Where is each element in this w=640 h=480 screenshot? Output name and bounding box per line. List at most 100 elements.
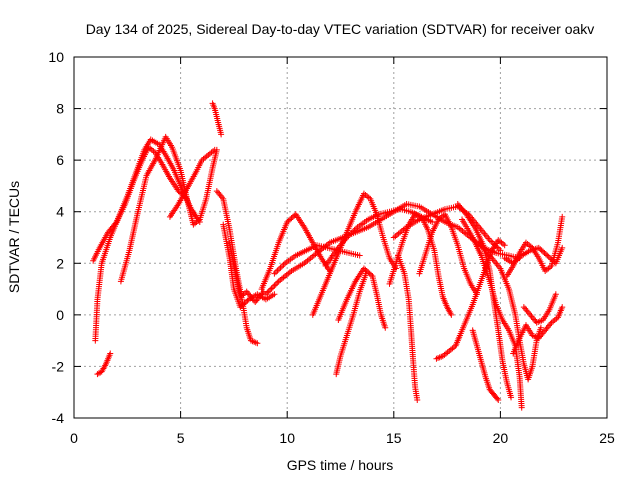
data-point [545,253,552,260]
data-point [542,251,549,258]
data-point [271,270,278,277]
data-point [559,213,566,220]
series-arc-9-12 [258,211,333,293]
data-point [497,247,504,254]
y-tick-label: -4 [52,410,65,426]
data-point [280,261,287,268]
data-point [288,215,295,222]
data-point [501,242,508,249]
series-early-arc-c [94,350,114,378]
data-point [541,249,548,256]
data-point [535,244,542,251]
ticks: 0 5 10 15 20 25 -4 -2 0 2 4 6 8 10 [48,49,615,446]
data-point [508,394,515,401]
x-tick-label: 10 [279,430,295,446]
y-tick-label: -2 [52,358,65,374]
x-axis-label: GPS time / hours [287,457,394,473]
data-point [510,260,517,267]
data-point [368,271,375,278]
data-point [287,216,294,223]
y-tick-label: 0 [56,307,64,323]
series-arc-21-22 [503,213,566,280]
data-point [538,247,545,254]
series-mid-drop-c [226,239,267,305]
y-tick-label: 8 [56,101,64,117]
data-point [285,217,292,224]
data-point [244,297,251,304]
data-point [549,257,556,264]
y-tick-label: 10 [48,49,64,65]
y-axis-label: SDTVAR / TECUs [6,181,22,293]
series-early-arc-d [117,133,220,285]
series-arc-13-14 [333,270,370,378]
data-point [414,396,421,403]
data-point [265,288,272,295]
plot-frame [73,56,608,419]
data-point [279,263,286,270]
data-point [513,257,520,264]
data-point [107,350,114,357]
y-tick-label: 6 [56,152,64,168]
data-point [559,244,566,251]
series-arc-15-dip [395,252,421,403]
data-point [544,252,551,259]
series-early-arc-b [92,136,203,344]
y-tick-label: 2 [56,255,64,271]
x-tick-label: 0 [70,430,78,446]
data-point [269,284,276,291]
series-arc-21-23b [501,244,566,267]
data-point [494,395,501,402]
data-point [272,269,279,276]
data-point [237,304,244,311]
data-point [514,256,521,263]
data-point [262,291,269,298]
series-spike-6h [209,100,225,138]
x-tick-label: 15 [386,430,402,446]
data-point [176,189,183,196]
series-arc-15-17 [386,211,455,318]
markers [90,100,566,411]
data-point [275,266,282,273]
data-point [382,324,389,331]
data-point [536,318,543,325]
data-point [517,253,524,260]
data-point [271,291,278,298]
data-point [274,267,281,274]
x-tick-label: 20 [493,430,509,446]
data-point [363,268,370,275]
data-point [240,301,247,308]
data-point [362,266,369,273]
data-point [254,340,261,347]
data-point [515,255,522,262]
data-point [272,281,279,288]
series-arc-9-12b [271,242,363,277]
data-point [268,285,275,292]
data-point [518,404,525,411]
data-point [448,311,455,318]
data-point [264,289,271,296]
data-point [547,255,554,262]
data-point [211,146,218,153]
data-point [356,252,363,259]
series-early-arc-e [166,146,218,220]
data-point [284,219,291,226]
data-point [242,298,249,305]
data-point [495,396,502,403]
chart-title: Day 134 of 2025, Sidereal Day-to-day VTE… [86,21,595,37]
plot-border [73,56,608,419]
data-point [360,265,367,272]
x-tick-label: 5 [177,430,185,446]
y-tick-label: 4 [56,204,64,220]
data-point [241,300,248,307]
data-point [238,302,245,309]
data-point [552,291,559,298]
data-point [511,258,518,265]
data-point [289,213,296,220]
data-point [540,248,547,255]
data-point [537,324,544,331]
data-point [537,246,544,253]
series-arc-19-21 [469,327,502,403]
data-point [277,264,284,271]
series-arc-21-dip [520,291,559,326]
x-tick-label: 25 [599,430,615,446]
